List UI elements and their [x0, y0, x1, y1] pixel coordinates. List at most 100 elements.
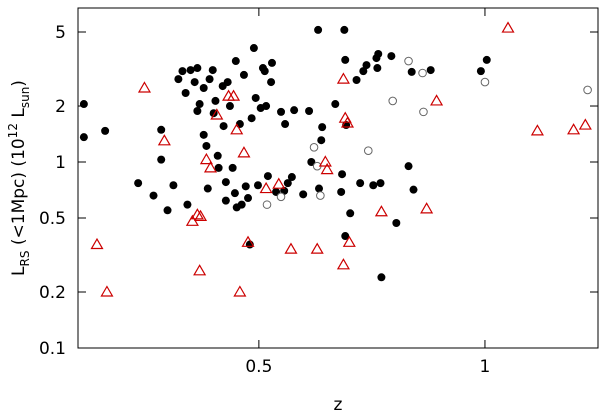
point	[211, 96, 220, 105]
x-axis-label: z	[334, 395, 343, 415]
point	[331, 100, 340, 109]
point	[374, 49, 383, 58]
point	[225, 102, 234, 111]
point	[213, 151, 222, 160]
point	[315, 184, 324, 193]
point	[174, 75, 183, 84]
point	[169, 181, 178, 190]
point	[392, 218, 401, 227]
point	[263, 172, 272, 181]
point	[137, 81, 152, 93]
x-tick-label: 0.5	[245, 357, 272, 377]
point	[223, 78, 232, 87]
point	[221, 178, 230, 187]
y-tick-label: 5	[55, 23, 66, 43]
point	[338, 170, 347, 179]
point	[283, 179, 292, 188]
plot-frame	[77, 7, 599, 349]
point	[318, 155, 332, 167]
point	[299, 190, 308, 199]
point	[233, 285, 247, 297]
y-tick-label: 0.5	[39, 209, 66, 229]
y-label-part: L	[9, 108, 29, 123]
point	[482, 55, 491, 64]
point	[409, 185, 418, 194]
point	[183, 200, 192, 209]
point	[259, 181, 273, 194]
point	[407, 67, 416, 76]
point	[307, 158, 316, 167]
point	[342, 235, 356, 247]
point	[578, 118, 592, 130]
point	[239, 70, 248, 79]
point	[101, 126, 110, 135]
point	[231, 57, 240, 66]
point	[181, 88, 190, 97]
point	[237, 200, 246, 209]
point	[387, 52, 396, 61]
point	[341, 55, 350, 64]
point	[100, 285, 114, 297]
point	[310, 242, 324, 254]
point	[317, 136, 326, 145]
point	[199, 152, 213, 165]
point	[241, 182, 250, 191]
point	[363, 146, 373, 156]
point	[244, 194, 253, 203]
y-label-sub: sun	[18, 87, 32, 108]
point	[186, 66, 195, 75]
point	[199, 130, 208, 139]
point	[202, 141, 211, 150]
point	[247, 114, 256, 123]
point	[276, 192, 286, 202]
point	[149, 191, 158, 200]
point	[340, 25, 349, 34]
point	[237, 146, 251, 158]
point	[419, 107, 428, 117]
point	[249, 44, 258, 53]
point	[420, 202, 434, 214]
point	[267, 58, 276, 67]
point	[337, 187, 346, 196]
point	[221, 196, 230, 205]
point	[530, 124, 544, 136]
point	[320, 162, 334, 175]
point	[193, 64, 202, 73]
point	[267, 78, 276, 87]
y-label-sub: RS	[18, 251, 32, 267]
point	[190, 208, 204, 220]
point	[356, 179, 365, 188]
point	[157, 125, 166, 134]
point	[376, 179, 385, 188]
point	[210, 108, 224, 120]
point	[404, 162, 413, 171]
point	[230, 189, 239, 198]
point	[430, 94, 444, 106]
point	[251, 93, 260, 102]
point	[79, 133, 88, 142]
point	[309, 142, 319, 152]
point	[359, 67, 368, 76]
point	[377, 273, 386, 282]
point	[281, 120, 290, 129]
point	[219, 122, 228, 131]
x-tick-label: 1	[480, 357, 491, 377]
y-label-part: L	[9, 266, 29, 276]
point	[426, 66, 435, 75]
point	[262, 200, 272, 209]
point	[346, 209, 355, 218]
point	[374, 205, 388, 217]
point	[178, 67, 187, 76]
point	[480, 77, 490, 87]
point	[305, 107, 314, 116]
point	[203, 161, 218, 173]
point	[314, 25, 323, 34]
y-tick-label: 1	[55, 153, 66, 173]
point	[260, 67, 269, 76]
point	[230, 123, 244, 135]
point	[228, 163, 237, 172]
point	[163, 206, 172, 215]
point	[340, 116, 355, 128]
point	[352, 75, 361, 84]
